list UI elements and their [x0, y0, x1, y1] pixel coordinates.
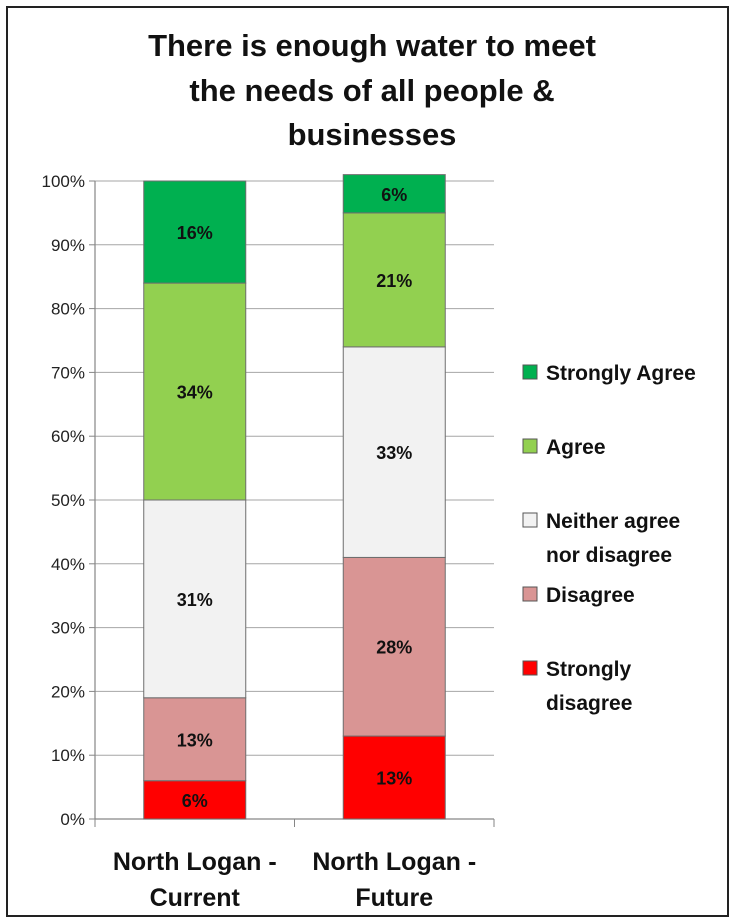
data-label: 34%: [177, 383, 213, 403]
legend-label: Strongly: [546, 658, 631, 681]
legend-swatch: [522, 438, 538, 454]
chart-title-line: businesses: [288, 117, 457, 152]
legend-swatch: [522, 586, 538, 602]
bar-segment: [342, 212, 446, 348]
data-label: 21%: [376, 271, 412, 291]
bar-segment: [342, 735, 446, 820]
data-label: 16%: [177, 223, 213, 243]
y-tick-label: 30%: [51, 619, 85, 638]
chart-title-line: the needs of all people &: [189, 73, 554, 108]
data-label: 13%: [177, 730, 213, 750]
category-label: North Logan -: [113, 848, 277, 876]
bar-segment: [143, 282, 247, 501]
y-tick-label: 50%: [51, 491, 85, 510]
y-tick-label: 90%: [51, 236, 85, 255]
y-tick-label: 10%: [51, 746, 85, 765]
data-label: 28%: [376, 638, 412, 658]
bar-segment: [143, 697, 247, 782]
bar-segment: [342, 346, 446, 558]
y-tick-label: 40%: [51, 555, 85, 574]
category-label: Future: [355, 884, 433, 912]
y-tick-label: 60%: [51, 427, 85, 446]
category-label: Current: [150, 884, 241, 912]
y-tick-label: 0%: [60, 810, 85, 829]
legend-swatch: [522, 364, 538, 380]
data-label: 6%: [381, 185, 407, 205]
data-label: 6%: [182, 791, 208, 811]
legend-swatch: [522, 660, 538, 676]
chart-title-line: There is enough water to meet: [148, 28, 596, 63]
data-label: 33%: [376, 443, 412, 463]
legend-label: disagree: [546, 692, 632, 715]
legend-swatch: [522, 512, 538, 528]
category-label: North Logan -: [312, 848, 476, 876]
y-tick-label: 20%: [51, 682, 85, 701]
legend-label: nor disagree: [546, 544, 672, 567]
bar-segment: [342, 174, 446, 214]
legend-label: Agree: [546, 436, 606, 459]
y-tick-label: 100%: [42, 172, 85, 191]
data-label: 31%: [177, 590, 213, 610]
y-tick-label: 80%: [51, 300, 85, 319]
bar-segment: [143, 180, 247, 284]
legend-label: Disagree: [546, 584, 635, 607]
bar-segment: [143, 499, 247, 699]
legend-label: Strongly Agree: [546, 362, 696, 385]
legend-label: Neither agree: [546, 510, 680, 533]
bar-segment: [342, 556, 446, 737]
y-tick-label: 70%: [51, 363, 85, 382]
data-label: 13%: [376, 769, 412, 789]
bar-segment: [143, 780, 247, 820]
